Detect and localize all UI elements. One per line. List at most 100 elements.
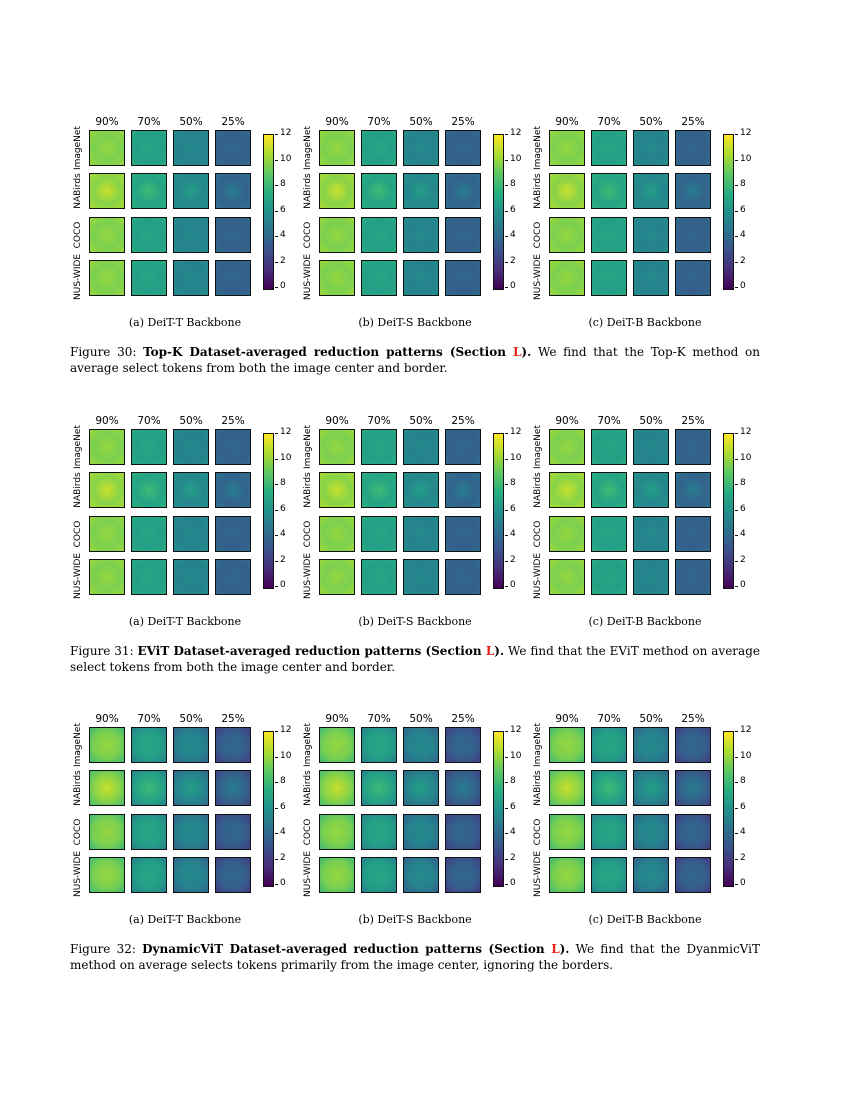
- heatmap-tile: [633, 516, 669, 552]
- colorbar-tick: 12: [734, 128, 752, 138]
- column-label: 50%: [639, 713, 663, 725]
- row-label: COCO: [303, 520, 313, 548]
- heatmap-tile: [549, 559, 585, 595]
- heatmap-tile: [89, 472, 125, 508]
- row-label: NABirds: [303, 173, 313, 209]
- row-label: COCO: [303, 221, 313, 249]
- colorbar-tick: 10: [504, 452, 522, 463]
- colorbar-tick: 0: [735, 281, 746, 291]
- column-label: 70%: [367, 713, 391, 725]
- heatmap-tile: [173, 857, 209, 893]
- column-label: 70%: [367, 116, 391, 128]
- heatmap-tile: [215, 857, 251, 893]
- row-label: NUS-WIDE: [73, 850, 83, 897]
- heatmap-panel: 90% 70% 50% 25% ImageNet NABirds COCO NUS-WIDE 1…: [530, 713, 760, 933]
- colorbar-tick: 4: [275, 529, 286, 539]
- column-label: 90%: [95, 415, 119, 427]
- heatmap-tile: [445, 814, 481, 850]
- heatmap-tile: [445, 472, 481, 508]
- row-label: NUS-WIDE: [73, 552, 83, 599]
- column-label: 90%: [95, 713, 119, 725]
- heatmap-tile: [675, 559, 711, 595]
- heatmap-tile: [445, 559, 481, 595]
- heatmap-tile: [319, 814, 355, 850]
- heatmap-tile: [549, 429, 585, 465]
- colorbar-tick: 12: [734, 725, 752, 735]
- heatmap-tile: [215, 814, 251, 850]
- heatmap-tile: [319, 429, 355, 465]
- section-link[interactable]: L: [512, 345, 522, 359]
- heatmap-tile: [361, 472, 397, 508]
- row-label: NUS-WIDE: [303, 552, 313, 599]
- figure-number: Figure 30:: [70, 345, 137, 359]
- heatmap-tile: [361, 727, 397, 763]
- heatmap-tile: [591, 173, 627, 209]
- colorbar: [493, 134, 504, 290]
- heatmap-tile: [445, 857, 481, 893]
- heatmap-tile: [131, 559, 167, 595]
- heatmap-panel: 90% 70% 50% 25% ImageNet NABirds COCO NUS-WIDE 1…: [530, 415, 760, 635]
- column-label: 25%: [221, 415, 245, 427]
- subfigure-caption: (b) DeiT-S Backbone: [358, 615, 472, 628]
- heatmap-tile: [89, 814, 125, 850]
- row-label: COCO: [303, 818, 313, 846]
- colorbar-tick: 6: [735, 204, 746, 215]
- heatmap-tile: [173, 130, 209, 166]
- heatmap-tile: [215, 429, 251, 465]
- row-label: COCO: [73, 221, 83, 249]
- heatmap-tile: [131, 217, 167, 253]
- heatmap-tile: [591, 429, 627, 465]
- colorbar-tick: 10: [734, 750, 752, 761]
- column-label: 90%: [325, 415, 349, 427]
- heatmap-tile: [675, 260, 711, 296]
- colorbar-tick: 6: [735, 503, 746, 514]
- row-label: NUS-WIDE: [533, 850, 543, 897]
- colorbar: [723, 134, 734, 290]
- heatmap-tile: [131, 814, 167, 850]
- column-label: 90%: [325, 116, 349, 128]
- row-label: ImageNet: [533, 425, 543, 469]
- subfigure-caption: (a) DeiT-T Backbone: [128, 615, 242, 628]
- heatmap-tile: [173, 260, 209, 296]
- colorbar-tick: 4: [275, 827, 286, 837]
- heatmap-tile: [361, 814, 397, 850]
- caption-text: We find that the EViT method on average …: [70, 644, 760, 674]
- heatmap-tile: [591, 217, 627, 253]
- heatmap-tile: [215, 516, 251, 552]
- colorbar-tick: 4: [735, 529, 746, 539]
- heatmap-tile: [89, 173, 125, 209]
- colorbar-tick: 8: [505, 179, 516, 189]
- heatmap-tile: [675, 429, 711, 465]
- heatmap-tile: [319, 857, 355, 893]
- section-link[interactable]: L: [485, 644, 495, 658]
- colorbar-tick: 2: [275, 554, 286, 565]
- colorbar: [723, 731, 734, 887]
- colorbar-tick: 6: [505, 204, 516, 215]
- heatmap-tile: [591, 814, 627, 850]
- heatmap-tile: [89, 429, 125, 465]
- colorbar-tick: 2: [275, 852, 286, 863]
- heatmap-tile: [173, 814, 209, 850]
- row-label: NABirds: [73, 472, 83, 508]
- colorbar-tick: 4: [505, 827, 516, 837]
- subfigure-caption: (a) DeiT-T Backbone: [128, 913, 242, 926]
- heatmap-tile: [445, 173, 481, 209]
- section-link[interactable]: L: [551, 942, 560, 956]
- subfigure-caption: (a) DeiT-T Backbone: [128, 316, 242, 329]
- row-label: ImageNet: [533, 723, 543, 767]
- heatmap-tile: [131, 727, 167, 763]
- colorbar-tick: 10: [734, 452, 752, 463]
- heatmap-tile: [403, 173, 439, 209]
- caption-title: EViT Dataset-averaged reduction patterns…: [137, 644, 505, 658]
- colorbar-tick: 4: [505, 230, 516, 240]
- column-label: 25%: [451, 415, 475, 427]
- subfigure-caption: (b) DeiT-S Backbone: [358, 316, 472, 329]
- colorbar-tick: 0: [275, 580, 286, 590]
- colorbar-tick: 6: [505, 503, 516, 514]
- heatmap-tile: [549, 857, 585, 893]
- colorbar-tick: 8: [735, 478, 746, 488]
- heatmap-tile: [361, 429, 397, 465]
- heatmap-tile: [675, 217, 711, 253]
- heatmap-tile: [591, 857, 627, 893]
- heatmap-tile: [89, 130, 125, 166]
